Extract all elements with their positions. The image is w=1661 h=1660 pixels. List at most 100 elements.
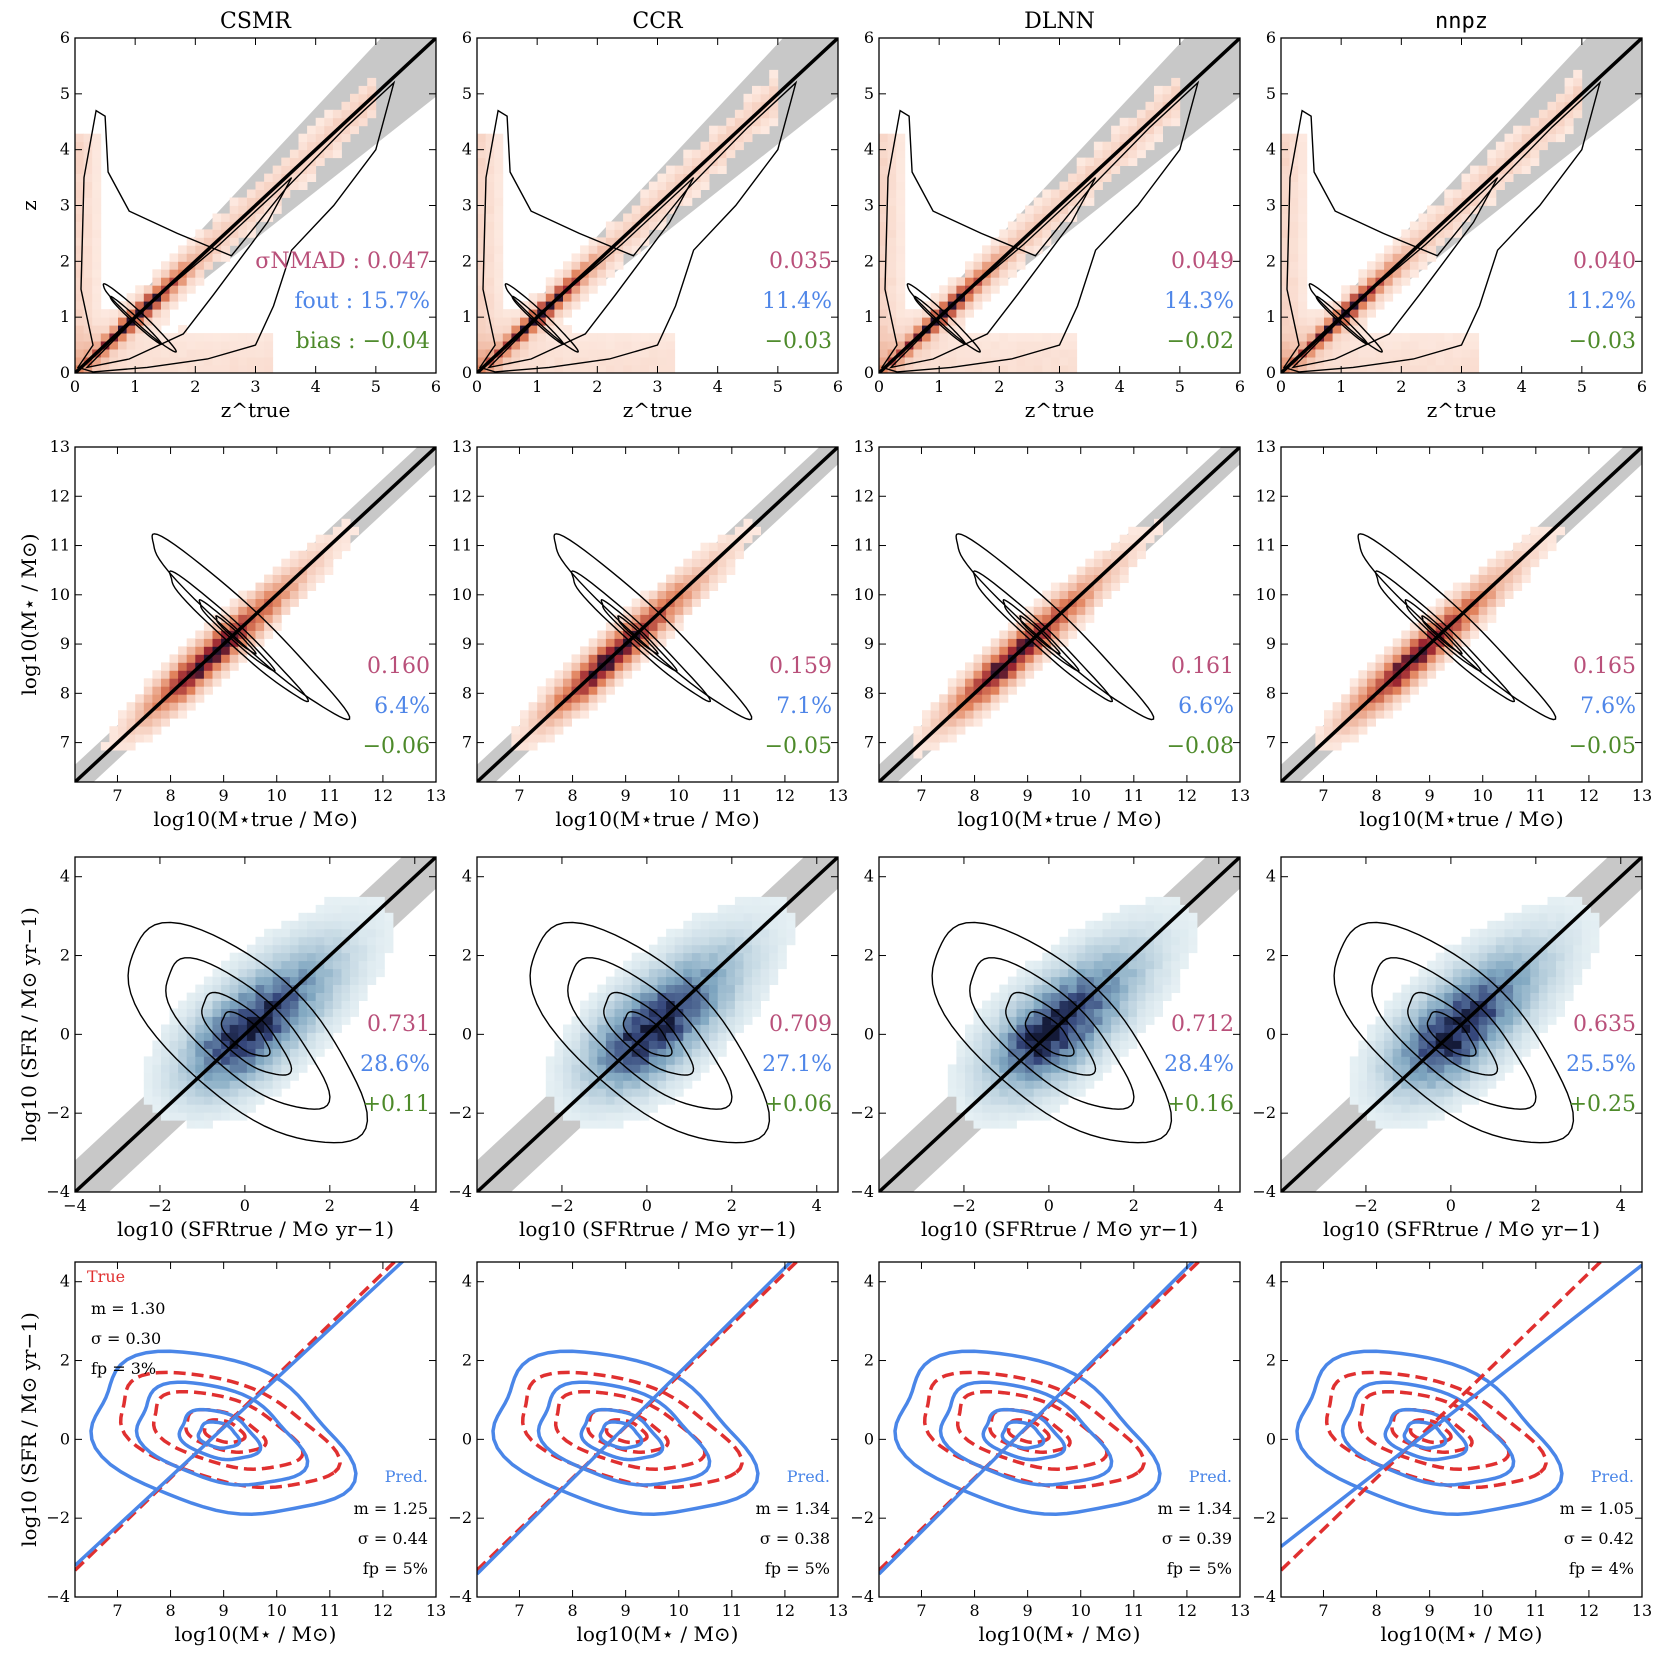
x-tick-label: 13 bbox=[426, 786, 446, 805]
histogram-cell bbox=[973, 1048, 983, 1057]
histogram-cell bbox=[238, 976, 248, 985]
histogram-cell bbox=[1154, 968, 1163, 978]
histogram-cell bbox=[1349, 734, 1359, 743]
histogram-cell bbox=[212, 654, 222, 663]
histogram-cell bbox=[255, 944, 265, 954]
histogram-cell bbox=[1401, 1056, 1411, 1065]
histogram-cell bbox=[186, 1056, 196, 1065]
histogram-cell bbox=[1367, 269, 1376, 278]
y-tick-label: 9 bbox=[864, 634, 874, 653]
histogram-cell bbox=[1521, 992, 1531, 1001]
histogram-cell bbox=[605, 1096, 615, 1105]
histogram-cell bbox=[734, 542, 744, 552]
y-tick-label: 5 bbox=[462, 84, 472, 103]
histogram-cell bbox=[683, 1040, 693, 1049]
histogram-cell bbox=[982, 1016, 992, 1025]
histogram-cell bbox=[1435, 1080, 1445, 1089]
density-contours bbox=[955, 533, 1155, 721]
histogram-cell bbox=[75, 293, 84, 302]
histogram-cell bbox=[281, 944, 291, 954]
histogram-cell bbox=[1085, 558, 1095, 568]
histogram-cell bbox=[255, 968, 265, 978]
histogram-cell bbox=[605, 630, 615, 639]
histogram-cell bbox=[709, 1040, 719, 1049]
histogram-cell bbox=[126, 357, 136, 366]
histogram-cell bbox=[545, 702, 555, 711]
histogram-cell bbox=[887, 269, 897, 278]
histogram-cell bbox=[203, 1072, 213, 1081]
histogram-cell bbox=[92, 341, 102, 350]
histogram-cell bbox=[1418, 1016, 1428, 1025]
histogram-cell bbox=[186, 1024, 196, 1033]
histogram-cell bbox=[1409, 229, 1419, 238]
histogram-cell bbox=[545, 734, 555, 743]
histogram-cell bbox=[1033, 245, 1043, 254]
histogram-cell bbox=[982, 1048, 992, 1057]
histogram-cell bbox=[289, 1032, 299, 1041]
histogram-cell bbox=[896, 221, 906, 230]
histogram-cell bbox=[1375, 694, 1385, 703]
histogram-cell bbox=[700, 141, 710, 151]
histogram-cell bbox=[1341, 325, 1351, 334]
histogram-cell bbox=[1033, 1112, 1043, 1121]
contour-level bbox=[617, 615, 659, 655]
histogram-cell bbox=[367, 920, 377, 930]
histogram-cell bbox=[1590, 912, 1600, 922]
histogram-cell bbox=[597, 1104, 607, 1113]
histogram-cell bbox=[246, 189, 256, 198]
histogram-cell bbox=[588, 349, 598, 358]
histogram-cell bbox=[1427, 1104, 1437, 1113]
histogram-cell bbox=[1470, 630, 1480, 639]
histogram-cell bbox=[1016, 253, 1026, 262]
histogram-cell bbox=[640, 614, 650, 623]
y-axis-label: log10(M⋆ / M⊙) bbox=[17, 534, 41, 696]
histogram-cell bbox=[1392, 1088, 1402, 1097]
histogram-cell bbox=[1042, 1064, 1052, 1073]
histogram-cell bbox=[1478, 976, 1488, 985]
histogram-cell bbox=[221, 1088, 231, 1097]
histogram-cell bbox=[614, 333, 624, 342]
histogram-cell bbox=[588, 638, 598, 647]
histogram-cell bbox=[1470, 1080, 1480, 1089]
histogram-cell bbox=[1119, 574, 1129, 583]
histogram-cell bbox=[1452, 213, 1462, 222]
histogram-cell bbox=[1461, 1072, 1471, 1081]
histogram-cell bbox=[1367, 1072, 1376, 1081]
histogram-cell bbox=[1298, 317, 1308, 326]
plot-area bbox=[75, 1262, 405, 1572]
histogram-cell bbox=[982, 341, 992, 350]
histogram-cell bbox=[1332, 710, 1342, 719]
histogram-cell bbox=[605, 1008, 615, 1017]
histogram-cell bbox=[947, 333, 957, 342]
histogram-cell bbox=[1025, 606, 1035, 615]
histogram-cell bbox=[161, 365, 170, 373]
one-to-one-line bbox=[477, 38, 838, 373]
histogram-cell bbox=[255, 205, 265, 214]
histogram-cell bbox=[83, 277, 93, 286]
histogram-cell bbox=[358, 93, 368, 103]
histogram-cell bbox=[161, 341, 170, 350]
histogram-cell bbox=[666, 1048, 676, 1057]
histogram-cell bbox=[1042, 952, 1052, 962]
histogram-cell bbox=[1025, 341, 1035, 350]
histogram-cell bbox=[83, 285, 93, 294]
histogram-cell bbox=[990, 277, 1000, 286]
histogram-cell bbox=[614, 1000, 624, 1009]
histogram-cell bbox=[879, 141, 888, 151]
histogram-cell bbox=[760, 117, 770, 127]
histogram-cell bbox=[588, 1104, 598, 1113]
histogram-cell bbox=[605, 221, 615, 230]
histogram-cell bbox=[571, 1056, 581, 1065]
histogram-cell bbox=[597, 1024, 607, 1033]
histogram-cell bbox=[221, 1112, 231, 1121]
histogram-cell bbox=[341, 1016, 351, 1025]
histogram-cell bbox=[186, 686, 196, 695]
histogram-cell bbox=[511, 734, 521, 743]
histogram-cell bbox=[683, 157, 693, 166]
histogram-cell bbox=[307, 1024, 317, 1033]
histogram-cell bbox=[1573, 69, 1583, 79]
histogram-cell bbox=[1007, 1040, 1017, 1049]
histogram-cell bbox=[1401, 1048, 1411, 1057]
histogram-cell bbox=[990, 694, 1000, 703]
histogram-cell bbox=[1547, 542, 1557, 552]
